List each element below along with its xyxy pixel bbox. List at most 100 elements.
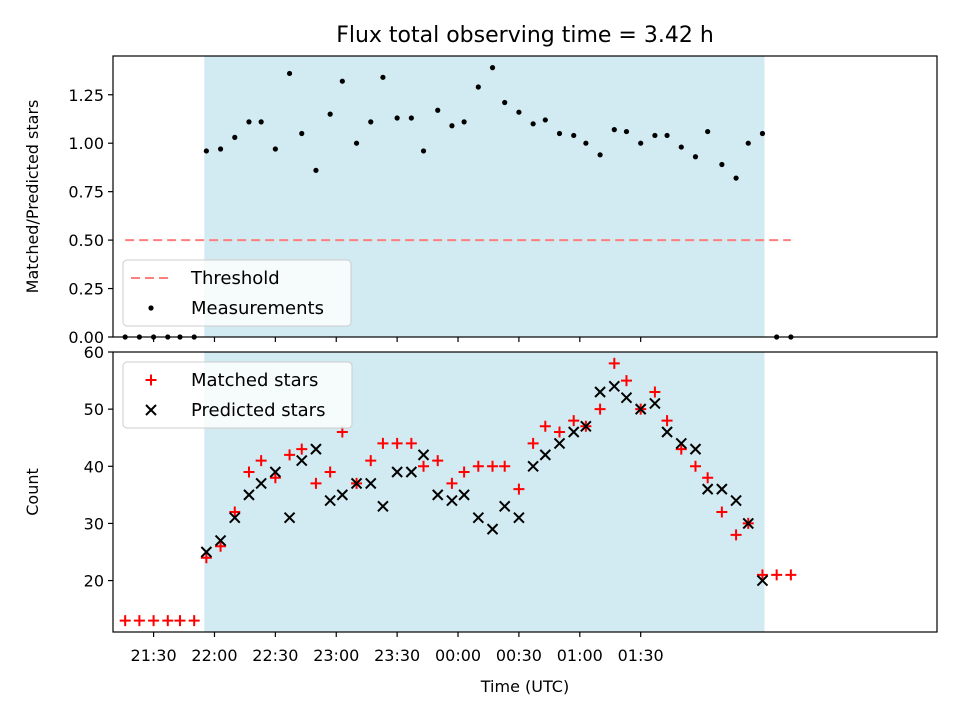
measurement-point <box>246 119 252 125</box>
legend-predicted-swatch <box>145 404 157 416</box>
predicted-stars-point <box>269 466 282 478</box>
predicted-stars-point <box>594 386 606 398</box>
predicted-stars-point <box>568 426 580 438</box>
measurement-point <box>217 146 224 152</box>
matched-stars-point <box>269 472 281 484</box>
matched-stars-point <box>255 455 267 467</box>
predicted-stars-point <box>527 460 539 472</box>
predicted-stars-point <box>539 449 552 461</box>
predicted-stars-point <box>675 437 687 450</box>
predicted-stars-point <box>243 489 255 501</box>
predicted-stars-point <box>730 494 742 507</box>
measurement-point <box>745 140 751 146</box>
measurement-point <box>408 115 414 121</box>
x-tick-label: 23:00 <box>313 646 359 665</box>
measurement-point <box>705 128 711 135</box>
matched-stars-point <box>229 506 241 518</box>
measurement-point <box>435 107 441 113</box>
matched-stars-point <box>785 569 797 581</box>
measurement-point <box>516 109 522 115</box>
x-tick-label: 22:30 <box>252 646 298 665</box>
measurement-point <box>733 175 739 181</box>
legend-box <box>122 259 352 327</box>
predicted-stars-point <box>200 546 213 558</box>
measurement-point <box>623 128 630 135</box>
x-tick-label: 22:00 <box>191 646 237 665</box>
predicted-stars-point <box>756 574 769 587</box>
matched-stars-point <box>133 615 145 627</box>
measurement-point <box>502 99 508 106</box>
predicted-stars-point <box>689 443 702 455</box>
predicted-stars-point <box>324 494 336 507</box>
x-tick-label: 00:00 <box>435 646 481 665</box>
predicted-stars-point <box>336 489 349 501</box>
matched-stars-point <box>661 415 673 427</box>
matched-stars-point <box>296 443 308 455</box>
predicted-stars-point <box>498 500 511 512</box>
measurement-point <box>583 140 589 146</box>
matched-stars-point <box>365 455 377 467</box>
x-tick-label: 01:00 <box>557 646 603 665</box>
measurement-point <box>449 123 455 129</box>
predicted-stars-point <box>391 466 403 478</box>
measurement-point <box>475 84 481 90</box>
matched-stars-point <box>148 615 160 627</box>
predicted-stars-point <box>296 454 308 467</box>
measurement-point <box>759 130 766 137</box>
chart-title: Flux total observing time = 3.42 h <box>336 23 714 48</box>
matched-stars-point <box>527 437 539 449</box>
y-tick-label: 0.00 <box>68 328 104 347</box>
legend-box <box>122 361 353 429</box>
top-panel-measurements: 0.00 0.25 0.50 0.75 1.00 1.25 Matched/Predicte… <box>23 23 938 347</box>
predicted-stars-point <box>417 449 430 461</box>
predicted-stars-point <box>458 489 470 501</box>
measurement-point <box>489 65 496 71</box>
predicted-stars-point <box>472 512 485 524</box>
y-tick-label: 1.00 <box>68 134 104 153</box>
measurement-point <box>461 119 467 125</box>
x-axis-label: Time (UTC) <box>480 677 569 696</box>
predicted-stars-point <box>634 403 647 415</box>
y-tick-label: 40 <box>84 457 104 476</box>
measurement-point <box>339 78 345 84</box>
matched-stars-point <box>689 460 701 472</box>
legend-bottom: Matched stars Predicted stars <box>122 361 353 429</box>
matched-stars-point <box>310 477 322 489</box>
matched-stars-point <box>324 466 336 478</box>
predicted-stars-point <box>229 512 241 524</box>
predicted-stars-point <box>742 517 754 530</box>
measurement-point <box>571 132 577 139</box>
matched-stars-point <box>200 552 212 564</box>
measurement-point <box>719 161 725 168</box>
measurement-point <box>313 167 319 173</box>
y-tick-label: 0.50 <box>68 231 104 250</box>
matched-stars-point <box>554 426 566 438</box>
matched-stars-point <box>487 460 499 472</box>
y-tick-label: 30 <box>84 514 104 533</box>
matched-stars-point <box>405 437 417 449</box>
measurement-point <box>353 140 360 146</box>
measurement-point <box>368 119 374 125</box>
legend-label: Predicted stars <box>191 400 325 421</box>
measurement-point <box>597 152 603 158</box>
matched-stars-point <box>188 615 200 627</box>
matched-stars-point <box>730 529 742 541</box>
predicted-stars-point <box>283 512 296 524</box>
matched-stars-point <box>472 460 484 472</box>
predicted-stars-point <box>513 512 525 524</box>
predicted-stars-point <box>405 466 418 478</box>
y-tick-label: 20 <box>84 572 104 591</box>
measurement-point <box>327 111 333 117</box>
y-axis-label: Count <box>23 468 42 516</box>
y-tick-label: 1.25 <box>68 86 104 105</box>
predicted-stars-point <box>553 437 566 450</box>
measurement-point <box>542 117 548 123</box>
y-tick-label: 0.75 <box>68 183 104 202</box>
y-tick-label: 50 <box>84 400 104 419</box>
matched-stars-point <box>162 615 174 627</box>
matched-stars-point <box>418 460 430 472</box>
matched-stars-point <box>594 403 606 415</box>
matched-stars-point <box>215 540 227 552</box>
matched-stars-point <box>284 449 296 461</box>
